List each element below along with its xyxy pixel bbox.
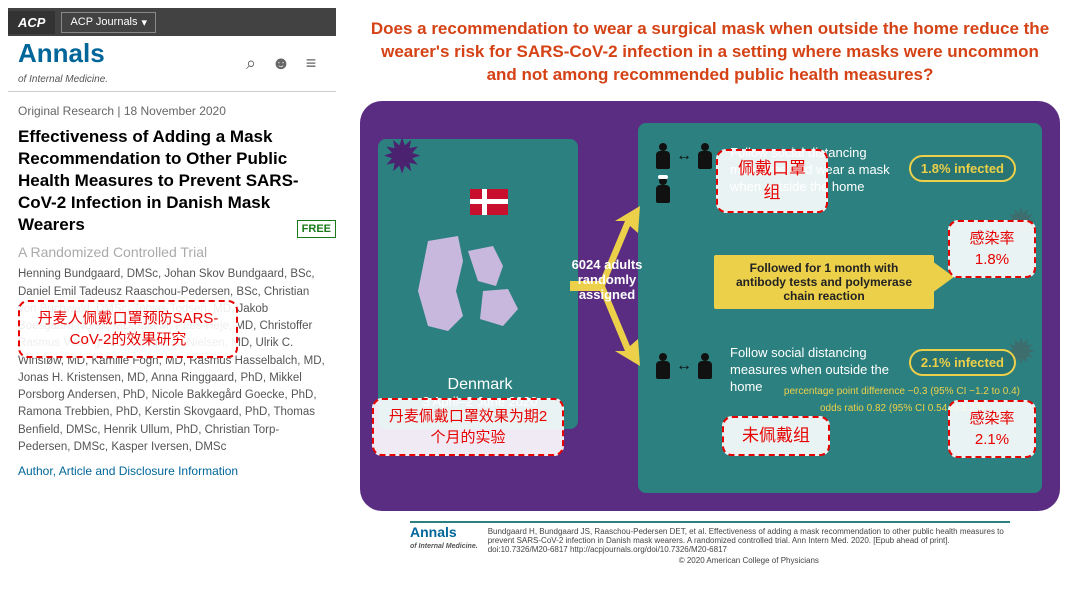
annals-header: Annalsof Internal Medicine. ⌕ ☻ ≡ — [8, 36, 336, 92]
annals-logo-small: Annalsof Internal Medicine. — [410, 527, 478, 565]
denmark-map-icon — [408, 231, 528, 341]
annotation-experiment: 丹麦佩戴口罩效果为期2个月的实验 — [372, 398, 564, 456]
acp-journals-dropdown[interactable]: ACP Journals ▾ — [61, 12, 156, 33]
chevron-down-icon: ▾ — [142, 16, 148, 29]
citation: Annalsof Internal Medicine. Bundgaard H,… — [410, 521, 1010, 565]
annals-logo: Annalsof Internal Medicine. — [18, 43, 236, 85]
infected-mask-pill: 1.8% infected — [909, 155, 1016, 182]
authors-list: Henning Bundgaard, DMSc, Johan Skov Bund… — [8, 266, 336, 456]
annotation-rate-control: 感染率2.1% — [948, 400, 1036, 458]
virus-icon: ✹ — [382, 129, 422, 185]
search-icon[interactable]: ⌕ — [236, 53, 266, 74]
annotation-control-group: 未佩戴组 — [722, 416, 830, 456]
annotation-rate-mask: 感染率1.8% — [948, 220, 1036, 278]
research-question: Does a recommendation to wear a surgical… — [350, 18, 1070, 101]
author-info-link[interactable]: Author, Article and Disclosure Informati… — [8, 456, 336, 486]
menu-icon[interactable]: ≡ — [296, 53, 326, 74]
annotation-mask-group: 佩戴口罩组 — [716, 149, 828, 213]
arm-nomask-icons: ↔ — [656, 353, 712, 379]
acp-logo: ACP — [8, 11, 55, 34]
annotation-study: 丹麦人佩戴口罩预防SARS-CoV-2的效果研究 — [18, 300, 238, 358]
acp-bar: ACP ACP Journals ▾ — [8, 8, 336, 36]
denmark-flag-icon — [470, 189, 508, 215]
article-title: Effectiveness of Adding a Mask Recommend… — [8, 126, 336, 244]
infographic-panel: Does a recommendation to wear a surgical… — [350, 18, 1070, 565]
free-badge: FREE — [297, 220, 336, 238]
user-icon[interactable]: ☻ — [266, 53, 296, 74]
infected-control-pill: 2.1% infected — [909, 349, 1016, 376]
arm-mask-icons: ↔ — [656, 143, 712, 203]
followup-box: Followed for 1 month with antibody tests… — [714, 255, 934, 309]
article-subtitle: A Randomized Controlled Trial — [8, 244, 336, 266]
randomized-label: 6024 adults randomly assigned — [564, 257, 650, 302]
article-meta: Original Research | 18 November 2020 — [8, 92, 336, 126]
journal-panel: ACP ACP Journals ▾ Annalsof Internal Med… — [8, 8, 336, 486]
